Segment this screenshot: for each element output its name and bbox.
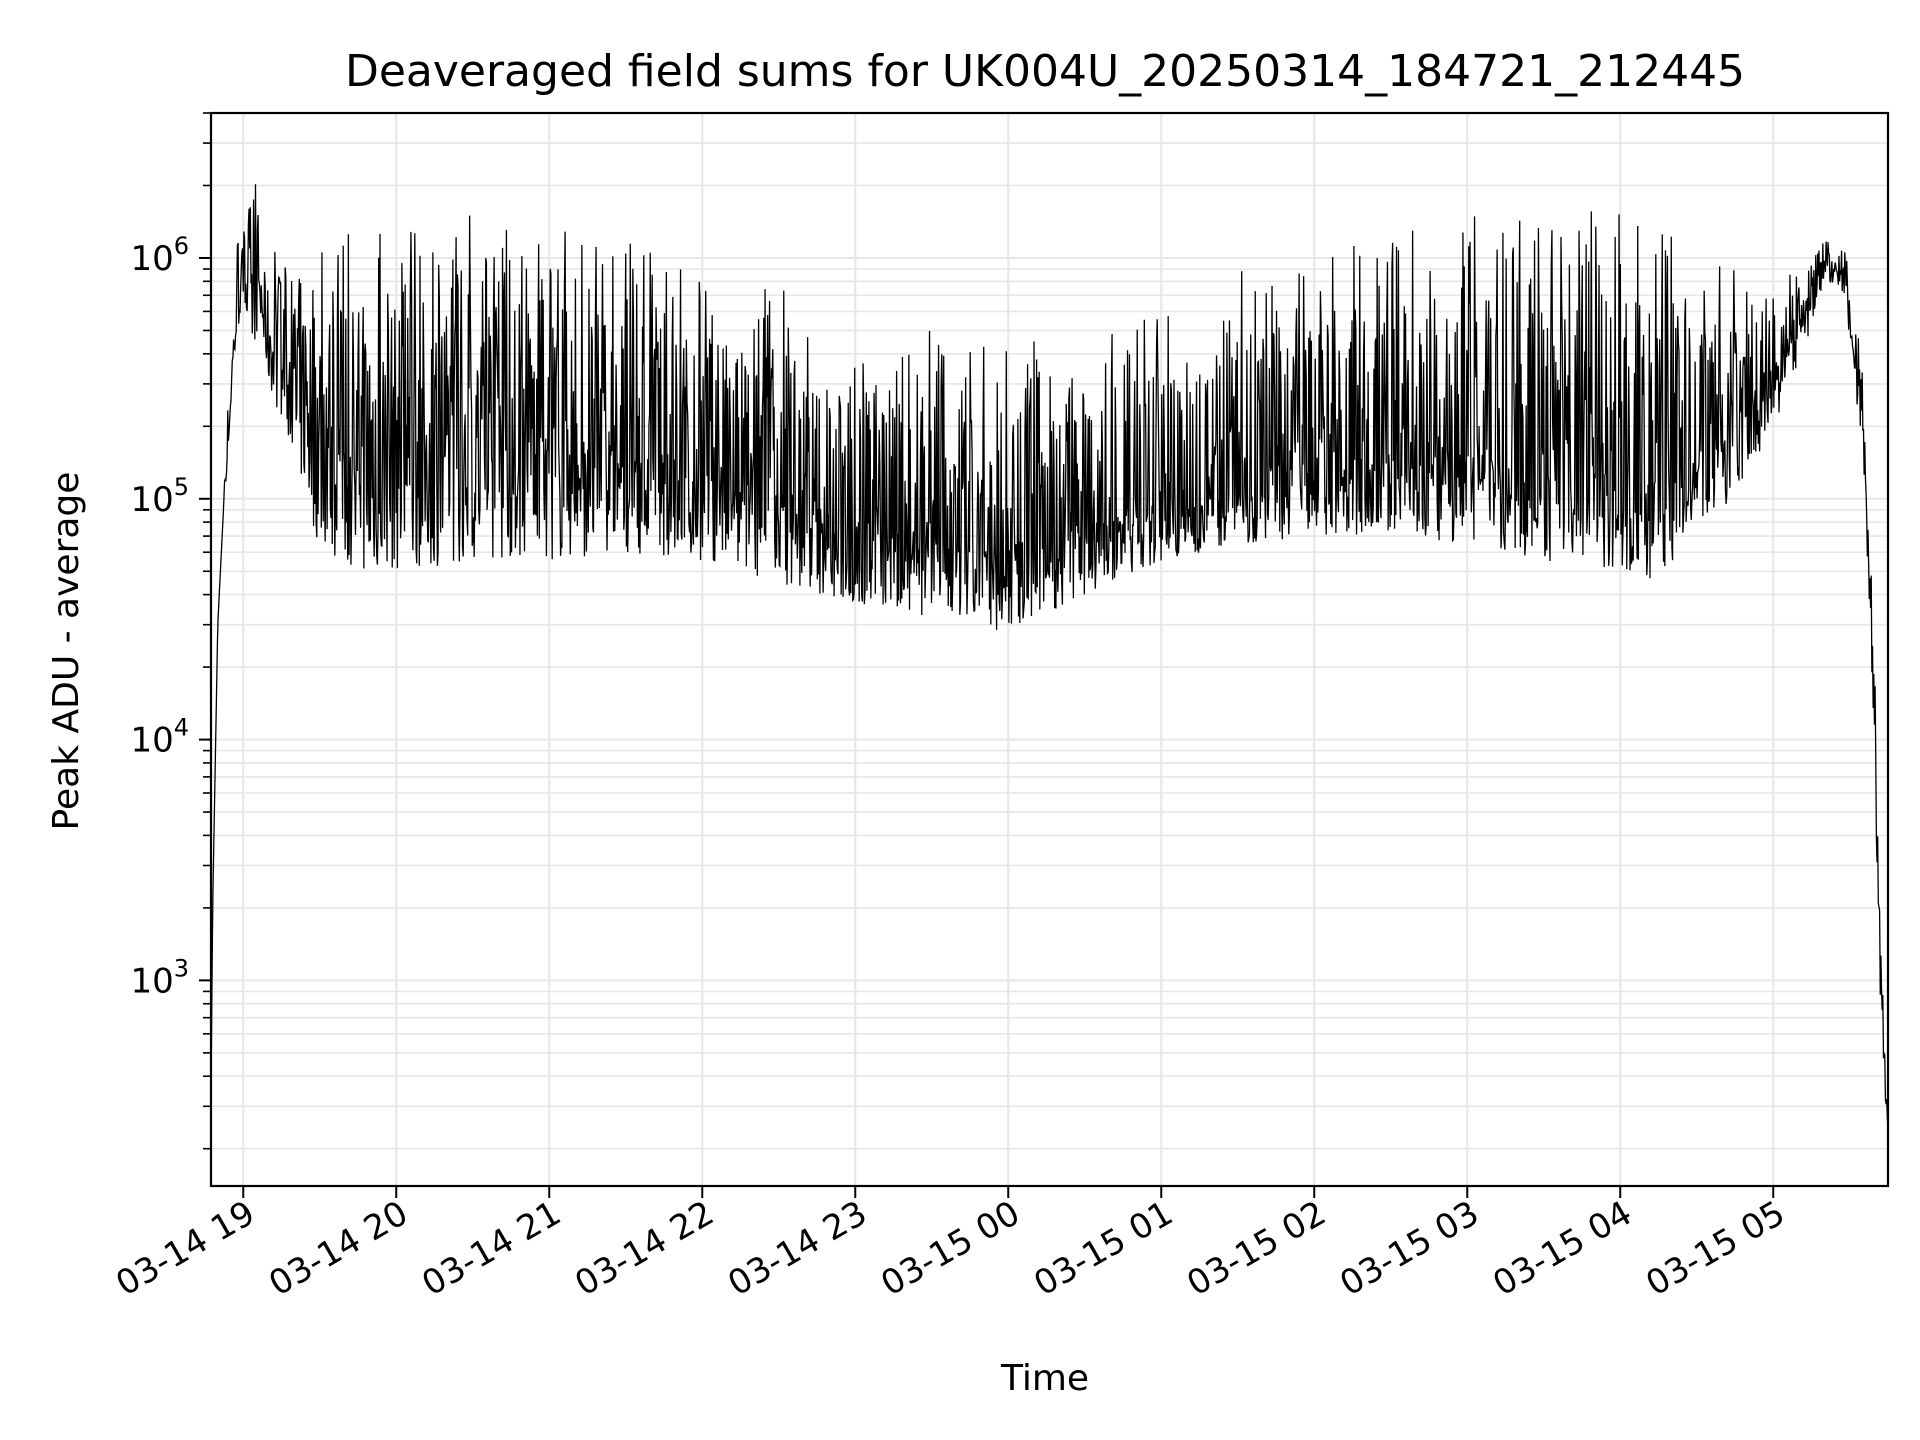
y-tick-label: 106: [130, 232, 189, 279]
y-tick-label: 104: [130, 714, 189, 761]
chart-title: Deaveraged field sums for UK004U_2025031…: [345, 46, 1745, 97]
y-axis: 103 104 105 106: [130, 232, 211, 1001]
grid: [203, 112, 1888, 1186]
y-axis-label: Peak ADU - average: [46, 472, 87, 831]
plot-frame: [209, 111, 1890, 1188]
y-tick-label: 105: [130, 473, 189, 520]
x-axis-label: Time: [1000, 1358, 1089, 1399]
y-tick-label: 103: [130, 954, 189, 1001]
series-group: [210, 184, 1889, 1130]
series-line: [210, 184, 1889, 1130]
